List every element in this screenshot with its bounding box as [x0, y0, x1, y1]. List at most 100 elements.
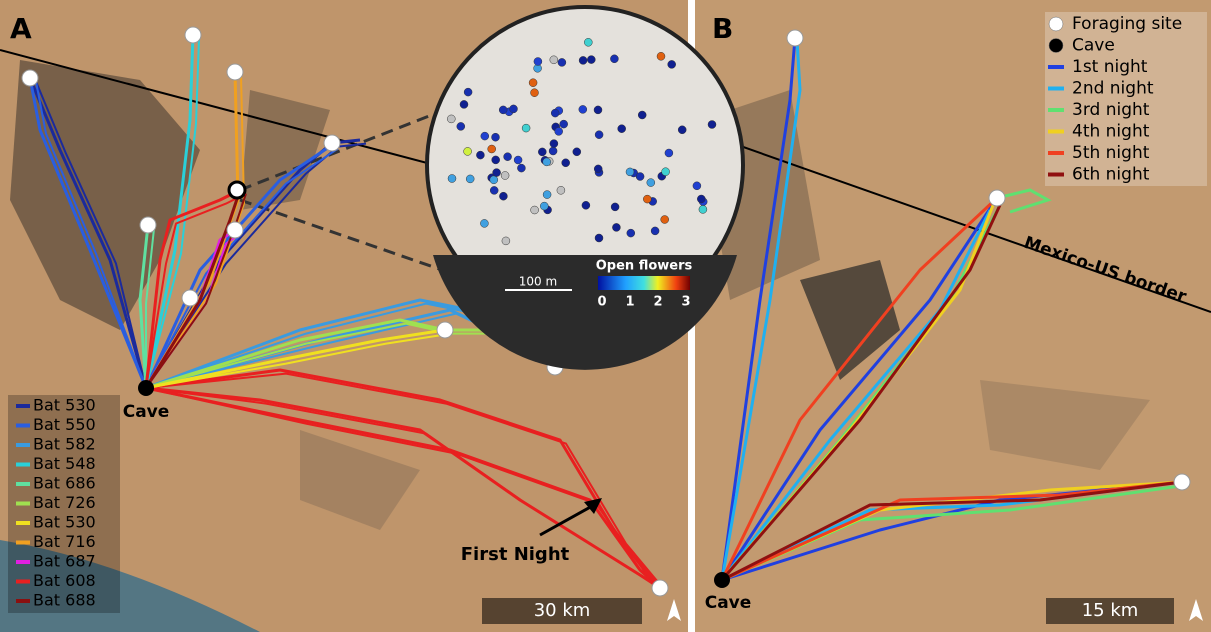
flower-dot [561, 158, 570, 168]
sea [0, 540, 260, 632]
track [720, 37, 797, 581]
legend-label: Bat 548 [33, 454, 96, 473]
track [138, 224, 150, 389]
colorbar-tick: 1 [625, 295, 634, 310]
flower-dot [646, 178, 656, 187]
flower-dot [542, 190, 552, 199]
flower-dot [463, 147, 472, 156]
foraging-site [786, 29, 804, 47]
flower-dot [594, 130, 604, 139]
track [996, 188, 1052, 214]
flower-dot [542, 157, 551, 167]
flower-dot [465, 174, 475, 184]
foraging-site [226, 221, 244, 239]
colorbar-title: Open flowers [596, 259, 693, 274]
legend-label: Bat 608 [33, 571, 96, 590]
cave-label: Cave [705, 593, 752, 613]
cave [138, 380, 154, 396]
flower-dot [626, 228, 636, 238]
flower-dot [499, 191, 508, 201]
flower-dot [521, 123, 531, 133]
flower-dot [635, 172, 645, 181]
flower-dot [698, 205, 708, 214]
flower-dot [594, 233, 604, 243]
panel-label: A [10, 12, 32, 45]
track [145, 368, 662, 589]
foraging-site [181, 289, 199, 307]
flower-dot [650, 226, 660, 236]
flower-dot [572, 147, 582, 157]
track [144, 189, 242, 389]
panel-b [695, 0, 1211, 632]
legend-label: 4th night [1072, 122, 1150, 142]
terrain [300, 430, 420, 530]
flower-dot [587, 55, 596, 64]
flower-dot [491, 132, 500, 142]
legend-label: 2nd night [1072, 79, 1154, 99]
panel-label: B [712, 12, 733, 45]
flower-dot [447, 174, 457, 183]
flower-dot [581, 201, 591, 210]
flower-dot [664, 148, 674, 158]
flower-dot [617, 124, 626, 133]
track [145, 318, 520, 390]
arrow-head [584, 498, 602, 514]
track [720, 209, 992, 581]
track [145, 322, 526, 389]
flower-dot [513, 155, 523, 165]
legend-label: 3rd night [1072, 100, 1150, 120]
flower-dot [463, 87, 473, 97]
legend-label: Bat 582 [33, 435, 96, 454]
flower-dot [550, 108, 560, 118]
flower-dot [549, 139, 559, 148]
flower-dot [480, 219, 489, 228]
track [35, 81, 147, 389]
foraging-site [184, 26, 202, 44]
track [720, 204, 1002, 581]
scale-bar-label: 30 km [534, 600, 591, 621]
flower-dot [584, 38, 593, 47]
track [721, 480, 1183, 582]
flower-dot [578, 56, 588, 65]
flower-dot [530, 88, 539, 97]
scale-bar-bg [1046, 598, 1174, 624]
track [145, 228, 155, 388]
flower-dot [538, 147, 547, 157]
track [145, 372, 667, 593]
foraging-site [226, 63, 244, 81]
terrain [800, 260, 900, 380]
track [145, 387, 667, 593]
foraging-site [436, 321, 454, 339]
foraging-site [1173, 473, 1191, 491]
flower-dot [489, 175, 499, 185]
colorbar [598, 276, 690, 290]
legend-label: Bat 686 [33, 474, 96, 493]
foraging-site [21, 69, 39, 87]
legend-label: 5th night [1072, 143, 1150, 163]
flower-dot [656, 52, 666, 61]
track [144, 34, 195, 389]
annotation-arrow [539, 503, 595, 537]
inset: 100 m Open flowers 0 1 2 3 [425, 5, 745, 370]
legend-label: Cave [1072, 36, 1115, 56]
flower-dot [643, 194, 652, 204]
flower-dot [489, 186, 499, 195]
flower-dot [491, 155, 500, 165]
legend-label: Foraging site [1072, 14, 1182, 34]
flower-dot [593, 105, 603, 115]
flower-dot [578, 105, 588, 114]
flower-dot [501, 236, 511, 246]
flower-dot [637, 110, 647, 120]
cave-label: Cave [123, 402, 170, 422]
legend-marker [1048, 38, 1064, 53]
track [145, 193, 247, 389]
track [35, 81, 147, 389]
flower-dot [517, 163, 526, 173]
flower-dot [707, 120, 717, 129]
foraging-site [651, 579, 669, 597]
foraging-site [227, 180, 247, 200]
track [720, 39, 802, 581]
track [145, 328, 446, 390]
flower-dot [456, 122, 466, 131]
